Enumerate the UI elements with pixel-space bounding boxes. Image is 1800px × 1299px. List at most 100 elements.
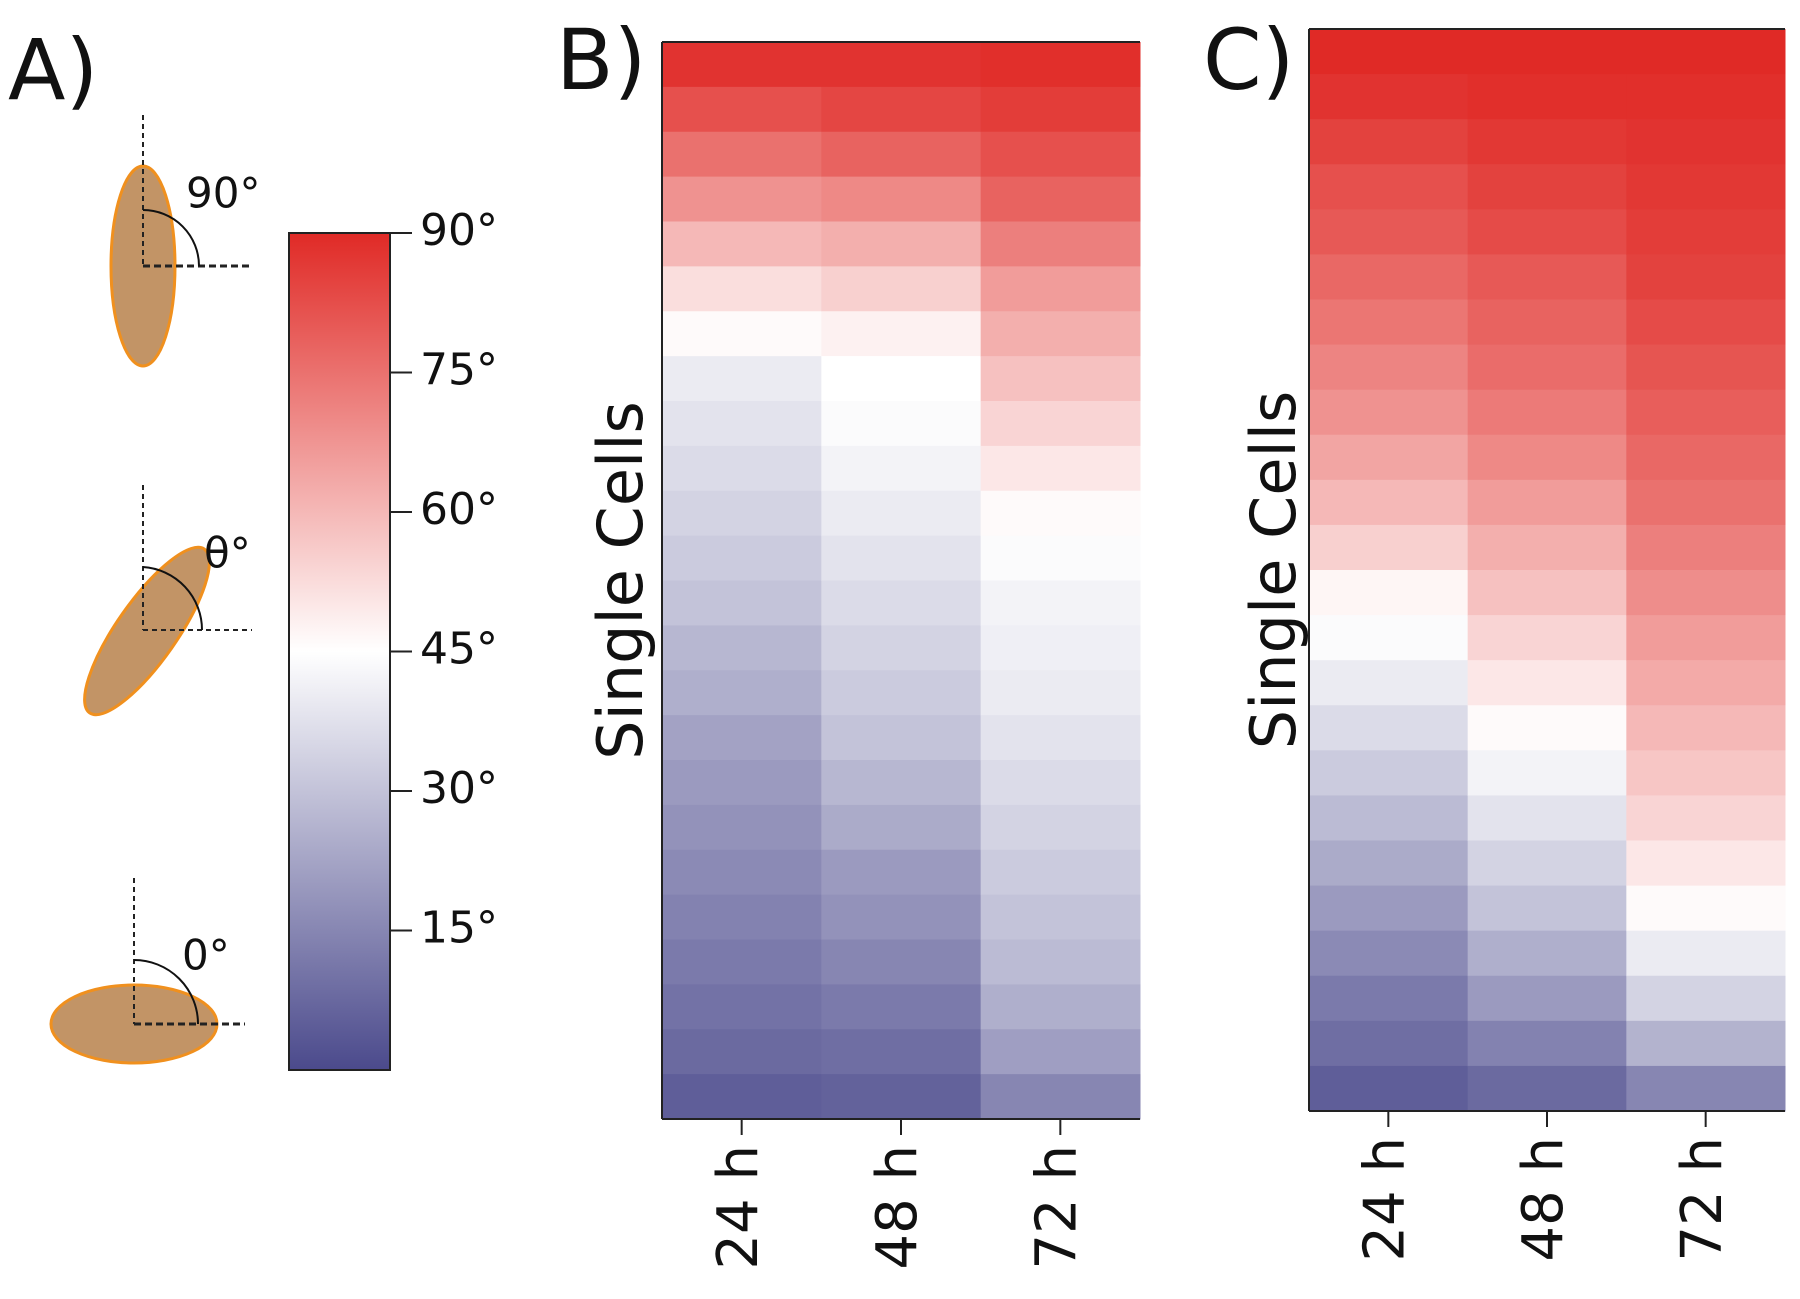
heatmap-cell xyxy=(821,356,982,402)
heatmap-cell xyxy=(980,266,1141,312)
heatmap-cell xyxy=(1467,164,1627,210)
heatmap-cell xyxy=(1309,479,1469,526)
heatmap-cell xyxy=(1467,750,1627,796)
heatmap-cell xyxy=(1626,840,1786,887)
heatmap-cell xyxy=(821,490,982,537)
heatmap-cell xyxy=(1309,975,1469,1022)
heatmap-cell xyxy=(821,311,982,357)
heatmap-cell xyxy=(662,490,822,537)
heatmap-cell xyxy=(662,131,822,178)
heatmap-cell xyxy=(821,221,982,267)
heatmap-cell xyxy=(1467,344,1627,391)
heatmap-cell xyxy=(662,580,822,626)
heatmap-cell xyxy=(1467,74,1627,120)
heatmap-cell xyxy=(980,311,1141,357)
heatmap-cell xyxy=(821,445,982,492)
heatmap-cell xyxy=(662,670,822,716)
heatmap-cell xyxy=(1626,1065,1786,1112)
heatmap-cell xyxy=(1309,254,1469,300)
heatmap-cell xyxy=(821,42,982,88)
x-tick-label: 72 h xyxy=(1024,1145,1089,1270)
heatmap-cell xyxy=(1467,479,1627,526)
heatmap-cell xyxy=(662,221,822,267)
heatmap-cell xyxy=(1626,29,1786,75)
heatmap-cell xyxy=(1626,479,1786,526)
heatmap-cell xyxy=(1309,705,1469,751)
tick-label: 15° xyxy=(420,903,498,954)
heatmap-cell xyxy=(1309,1020,1469,1067)
heatmap-cell xyxy=(1626,615,1786,661)
heatmap-cell xyxy=(1626,705,1786,751)
heatmap-cell xyxy=(821,760,982,806)
heatmap-cell xyxy=(1626,750,1786,796)
heatmap-cell xyxy=(821,580,982,626)
heatmap-cell xyxy=(980,131,1141,178)
heatmap-cell xyxy=(980,849,1141,896)
heatmap-cell xyxy=(821,804,982,851)
tick-label: 90° xyxy=(420,205,498,256)
heatmap-cell xyxy=(1467,389,1627,436)
heatmap-cell xyxy=(1626,975,1786,1022)
cell-diagram: θ° xyxy=(83,485,252,717)
heatmap-cell xyxy=(821,176,982,222)
heatmap-cell xyxy=(1467,299,1627,346)
tick-label: 30° xyxy=(420,763,498,814)
colorbar xyxy=(288,232,391,1071)
heatmap-cell xyxy=(980,221,1141,267)
tick-label: 45° xyxy=(420,624,498,675)
heatmap-cell xyxy=(821,894,982,940)
heatmap-cell xyxy=(1309,524,1469,571)
heatmap-cell xyxy=(1467,795,1627,841)
cell-diagram: 90° xyxy=(109,115,260,368)
heatmap-cell xyxy=(980,535,1141,581)
y-axis-label: Single Cells xyxy=(1237,391,1310,750)
heatmap-cell xyxy=(1626,930,1786,977)
heatmap-cell xyxy=(980,894,1141,940)
heatmap-cell xyxy=(980,760,1141,806)
panel-label: A) xyxy=(8,21,98,119)
heatmap-cell xyxy=(1626,74,1786,120)
heatmap-cell xyxy=(1467,434,1627,481)
heatmap-cell xyxy=(1467,930,1627,977)
heatmap-cell xyxy=(662,939,822,985)
y-axis-label: Single Cells xyxy=(584,401,657,760)
heatmap-cell xyxy=(980,939,1141,985)
heatmap-cell xyxy=(662,401,822,447)
angle-label: 0° xyxy=(182,931,230,980)
heatmap-cell xyxy=(1309,299,1469,346)
heatmap-cell xyxy=(821,401,982,447)
heatmap-cell xyxy=(1626,434,1786,481)
heatmap-cell xyxy=(662,894,822,940)
heatmap-cell xyxy=(1467,570,1627,616)
heatmap-cell xyxy=(980,1074,1141,1120)
heatmap-cell xyxy=(1626,164,1786,210)
heatmap-cell xyxy=(662,760,822,806)
heatmap-cell xyxy=(1626,524,1786,571)
angle-label: θ° xyxy=(204,529,251,578)
heatmap-cell xyxy=(821,715,982,761)
heatmap-cell xyxy=(662,356,822,402)
heatmap-cell xyxy=(662,804,822,851)
heatmap-cell xyxy=(1626,344,1786,391)
heatmap-cell xyxy=(980,445,1141,492)
heatmap-cell xyxy=(980,401,1141,447)
heatmap-cell xyxy=(1309,209,1469,255)
heatmap-cell xyxy=(980,356,1141,402)
heatmap-cell xyxy=(1309,119,1469,165)
heatmap-cell xyxy=(662,535,822,581)
heatmap-cell xyxy=(1309,570,1469,616)
x-tick-label: 48 h xyxy=(865,1145,930,1270)
x-tick-label: 24 h xyxy=(1352,1137,1417,1262)
heatmap-cell xyxy=(662,266,822,312)
heatmap-cell xyxy=(1309,795,1469,841)
heatmap-cell xyxy=(821,625,982,671)
angle-label: 90° xyxy=(186,169,260,218)
heatmap-cell xyxy=(1467,29,1627,75)
heatmap-cell xyxy=(821,266,982,312)
heatmap-cell xyxy=(1467,615,1627,661)
cell-diagram: 0° xyxy=(49,878,245,1065)
heatmap-cell xyxy=(1309,389,1469,436)
heatmap-cell xyxy=(662,984,822,1030)
heatmap-cell xyxy=(1467,885,1627,932)
heatmap-cell xyxy=(1626,254,1786,300)
